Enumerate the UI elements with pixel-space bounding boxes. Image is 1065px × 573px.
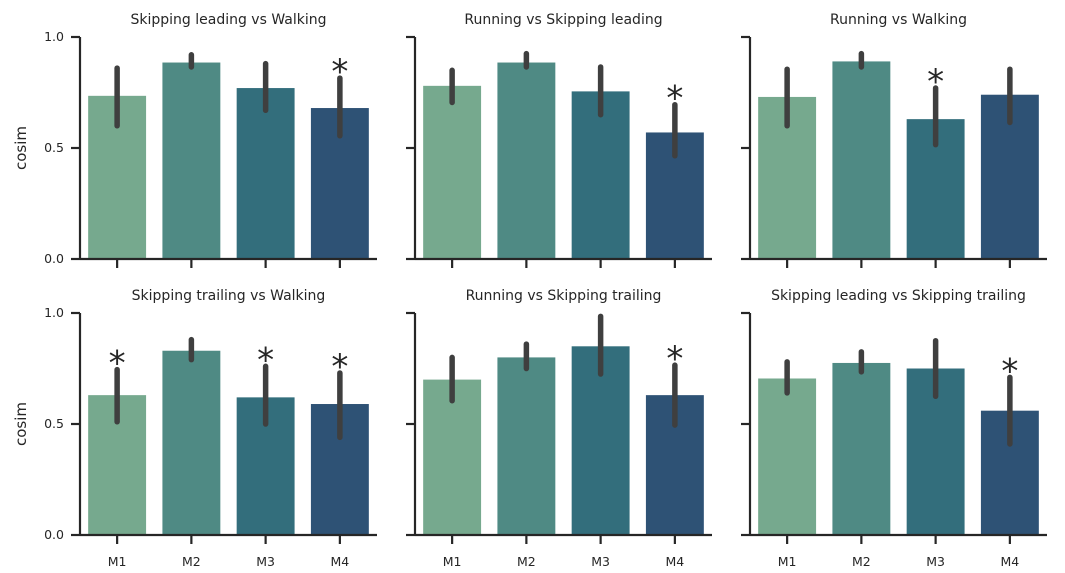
panel-title: Running vs Skipping trailing <box>466 288 662 304</box>
significance-marker: * <box>666 79 683 119</box>
bar-m2 <box>832 61 891 259</box>
bar-m1 <box>758 378 817 535</box>
y-tick-label: 0.5 <box>44 416 64 431</box>
x-tick-label: M1 <box>778 554 797 569</box>
panel-title: Skipping trailing vs Walking <box>132 288 326 304</box>
x-tick-label: M3 <box>926 554 945 569</box>
bar-m2 <box>497 62 556 259</box>
panel-title: Skipping leading vs Walking <box>130 12 326 28</box>
panel-title: Running vs Walking <box>830 12 967 28</box>
significance-marker: * <box>927 62 944 102</box>
x-tick-label: M4 <box>331 554 350 569</box>
bar-m1 <box>423 379 482 535</box>
panel-1: Skipping leading vs Walking * 0.0 0.5 1.0 cos… <box>12 12 377 268</box>
bar-m3 <box>236 88 295 259</box>
significance-marker: * <box>666 339 683 379</box>
panel-2: Running vs Skipping leading * <box>406 12 712 268</box>
bar-m2 <box>497 357 556 535</box>
plot-root: Skipping leading vs Walking * 0.0 0.5 1.0 cos… <box>12 12 1047 569</box>
x-tick-label: M1 <box>108 554 127 569</box>
bar-m2 <box>162 350 221 535</box>
x-tick-label: M4 <box>1001 554 1020 569</box>
panel-3: Running vs Walking * <box>741 12 1047 268</box>
x-tick-label: M4 <box>666 554 685 569</box>
significance-marker: * <box>331 347 348 387</box>
significance-marker: * <box>257 340 274 380</box>
bar-m1 <box>423 85 482 259</box>
panel-title: Skipping leading vs Skipping trailing <box>771 288 1026 304</box>
x-tick-label: M2 <box>517 554 536 569</box>
x-tick-label: M2 <box>852 554 871 569</box>
panel-6: Skipping leading vs Skipping trailing * M1… <box>741 288 1047 569</box>
bar-m3 <box>571 346 630 535</box>
bar-m2 <box>832 362 891 535</box>
panel-4: Skipping trailing vs Walking * * * 0.0 0.5 1.0… <box>12 288 377 569</box>
panel-title: Running vs Skipping leading <box>464 12 662 28</box>
y-axis-label: cosim <box>12 402 30 446</box>
significance-marker: * <box>1001 351 1018 391</box>
significance-marker: * <box>109 344 126 384</box>
y-tick-label: 0.0 <box>44 527 64 542</box>
panel-5: Running vs Skipping trailing * M1 M2 M3 M4 <box>406 288 712 569</box>
y-axis-label: cosim <box>12 126 30 170</box>
x-tick-label: M3 <box>591 554 610 569</box>
x-tick-label: M2 <box>182 554 201 569</box>
x-tick-label: M1 <box>443 554 462 569</box>
bar-m2 <box>162 62 221 259</box>
y-tick-label: 0.5 <box>44 140 64 155</box>
x-tick-label: M3 <box>256 554 275 569</box>
y-tick-label: 1.0 <box>44 29 64 44</box>
y-tick-label: 1.0 <box>44 305 64 320</box>
bar-m3 <box>571 91 630 259</box>
significance-marker: * <box>331 52 348 92</box>
y-tick-label: 0.0 <box>44 251 64 266</box>
